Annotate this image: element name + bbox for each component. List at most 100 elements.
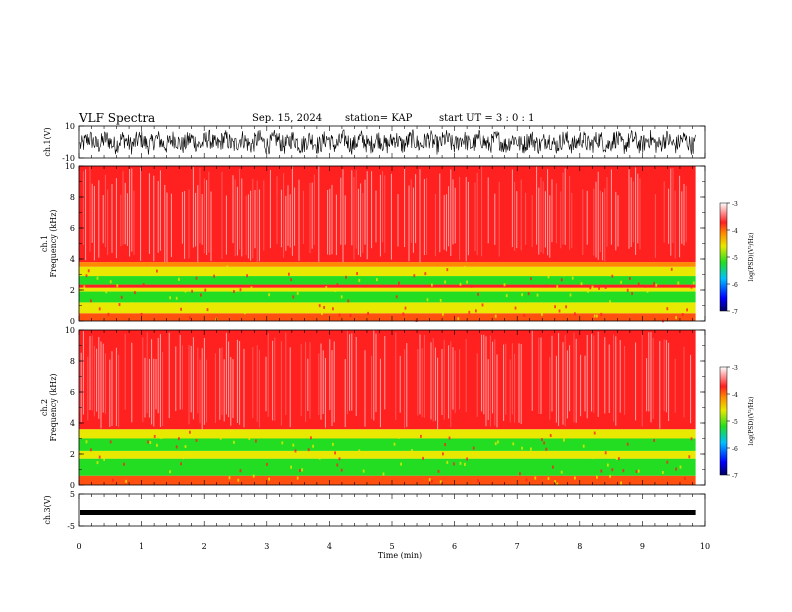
ch1-speck — [345, 275, 347, 279]
ch2-speck — [439, 480, 442, 484]
ch1-speck — [563, 273, 565, 277]
ch2-speck — [149, 441, 152, 445]
ch1-speck — [244, 311, 246, 315]
ch2-speck — [560, 470, 563, 474]
ch1-speck — [558, 309, 561, 313]
ch1-speck — [600, 312, 603, 316]
ch2-colorbar-label: log(PSD)(V²/Hz) — [748, 397, 755, 446]
ch2-speck — [609, 474, 611, 478]
ch2-speck — [459, 461, 462, 465]
ch2-speck — [336, 463, 339, 467]
x-tick-label: 3 — [264, 542, 269, 551]
ch2-speck — [637, 469, 640, 473]
ch2-speck — [400, 462, 402, 466]
ch2-speck — [160, 436, 163, 440]
ch1-speck — [169, 296, 171, 300]
ch1-band-4 — [79, 284, 696, 288]
ch1-speck — [565, 305, 567, 309]
ch1-band-2 — [79, 291, 696, 303]
ch2-speck — [365, 431, 367, 435]
ch1-speck — [686, 308, 688, 312]
ch1-speck — [250, 286, 253, 290]
ch1-speck — [246, 274, 248, 278]
ch1-colorbar-tick-label: -5 — [732, 255, 738, 262]
ch1-spectro-texture — [78, 166, 695, 323]
ch2-speck — [248, 436, 251, 440]
ch2-colorbar — [719, 366, 728, 476]
ch2-speck — [591, 456, 594, 460]
ch2-speck — [147, 440, 149, 444]
ch2-band-3 — [79, 438, 696, 451]
station-label: station= KAP — [345, 113, 413, 124]
ch2-speck — [437, 469, 440, 473]
ch1-speck — [439, 298, 442, 302]
x-tick-label: 6 — [452, 542, 457, 551]
ch2-speck — [332, 442, 334, 446]
ch1-speck — [681, 313, 684, 317]
ch1-speck — [426, 298, 429, 302]
ch2-speck — [239, 469, 242, 473]
ch2-speck — [189, 430, 191, 434]
ch1-speck — [591, 285, 594, 289]
ch2-speck — [618, 457, 620, 461]
ch2-speck — [690, 437, 693, 441]
ch2-speck — [156, 443, 158, 447]
ch1-speck — [690, 285, 693, 289]
ch2-speck — [180, 462, 182, 466]
ch2-speck — [512, 442, 515, 446]
ch1-band-0 — [79, 313, 696, 321]
ch1-speck — [131, 302, 134, 306]
ch1-speck — [494, 314, 497, 318]
ch2-speck — [411, 449, 413, 453]
ch2-colorbar-tick-label: -6 — [732, 446, 738, 453]
ch2-speck — [428, 478, 431, 482]
ch1-speck — [505, 294, 508, 298]
ch2-speck — [620, 481, 622, 485]
ch1-speck — [453, 272, 455, 276]
ch1-speck — [288, 272, 290, 276]
ch1-speck — [233, 290, 235, 294]
x-tick-label: 8 — [577, 542, 582, 551]
ch2-speck — [622, 469, 625, 473]
ch1-band-1 — [79, 302, 696, 314]
ch2-speck — [662, 471, 664, 475]
ch2-speck — [574, 476, 576, 480]
y-axis-label: ch.1(V) — [43, 127, 52, 156]
ch1-speck — [525, 271, 528, 275]
ch2-speck — [530, 447, 532, 451]
ch1-band-8 — [79, 166, 696, 263]
ch2-speck — [626, 442, 629, 446]
ch2-speck — [472, 446, 475, 450]
ch1-speck — [527, 292, 530, 296]
ch1-speck — [87, 269, 90, 273]
x-tick-label: 2 — [202, 542, 207, 551]
ch1-colorbar-tick-label: -4 — [732, 228, 738, 235]
ch2-speck — [103, 457, 105, 461]
ch1-colorbar-tick-label: -6 — [732, 282, 738, 289]
ch1-speck — [156, 269, 158, 273]
ch2-speck — [453, 462, 455, 466]
ch2-speck — [554, 480, 556, 484]
ch1-speck — [554, 305, 556, 309]
ch2-colorbar-tick-label: -5 — [732, 419, 738, 426]
ch2-speck — [195, 438, 198, 442]
ch1-speck — [402, 312, 405, 316]
ch1-speck — [545, 284, 548, 288]
ch2-speck — [666, 460, 669, 464]
ch1-speck — [613, 302, 616, 306]
ch2-speck — [593, 431, 596, 435]
ch2-speck — [442, 452, 444, 456]
ch1-speck — [248, 271, 251, 275]
y-tick-label: 2 — [70, 286, 75, 295]
ch1-speck — [514, 306, 517, 310]
x-tick-label: 1 — [139, 542, 144, 551]
ch2-speck — [543, 441, 545, 445]
ch2-speck — [123, 462, 125, 466]
ch2-speck — [668, 451, 671, 455]
ch2-speck — [85, 440, 88, 444]
ch1-speck — [336, 283, 339, 287]
ch2-speck — [521, 446, 523, 450]
ch1-speck — [118, 303, 121, 307]
ch2-speck — [228, 476, 231, 480]
ch1-speck — [631, 292, 633, 296]
